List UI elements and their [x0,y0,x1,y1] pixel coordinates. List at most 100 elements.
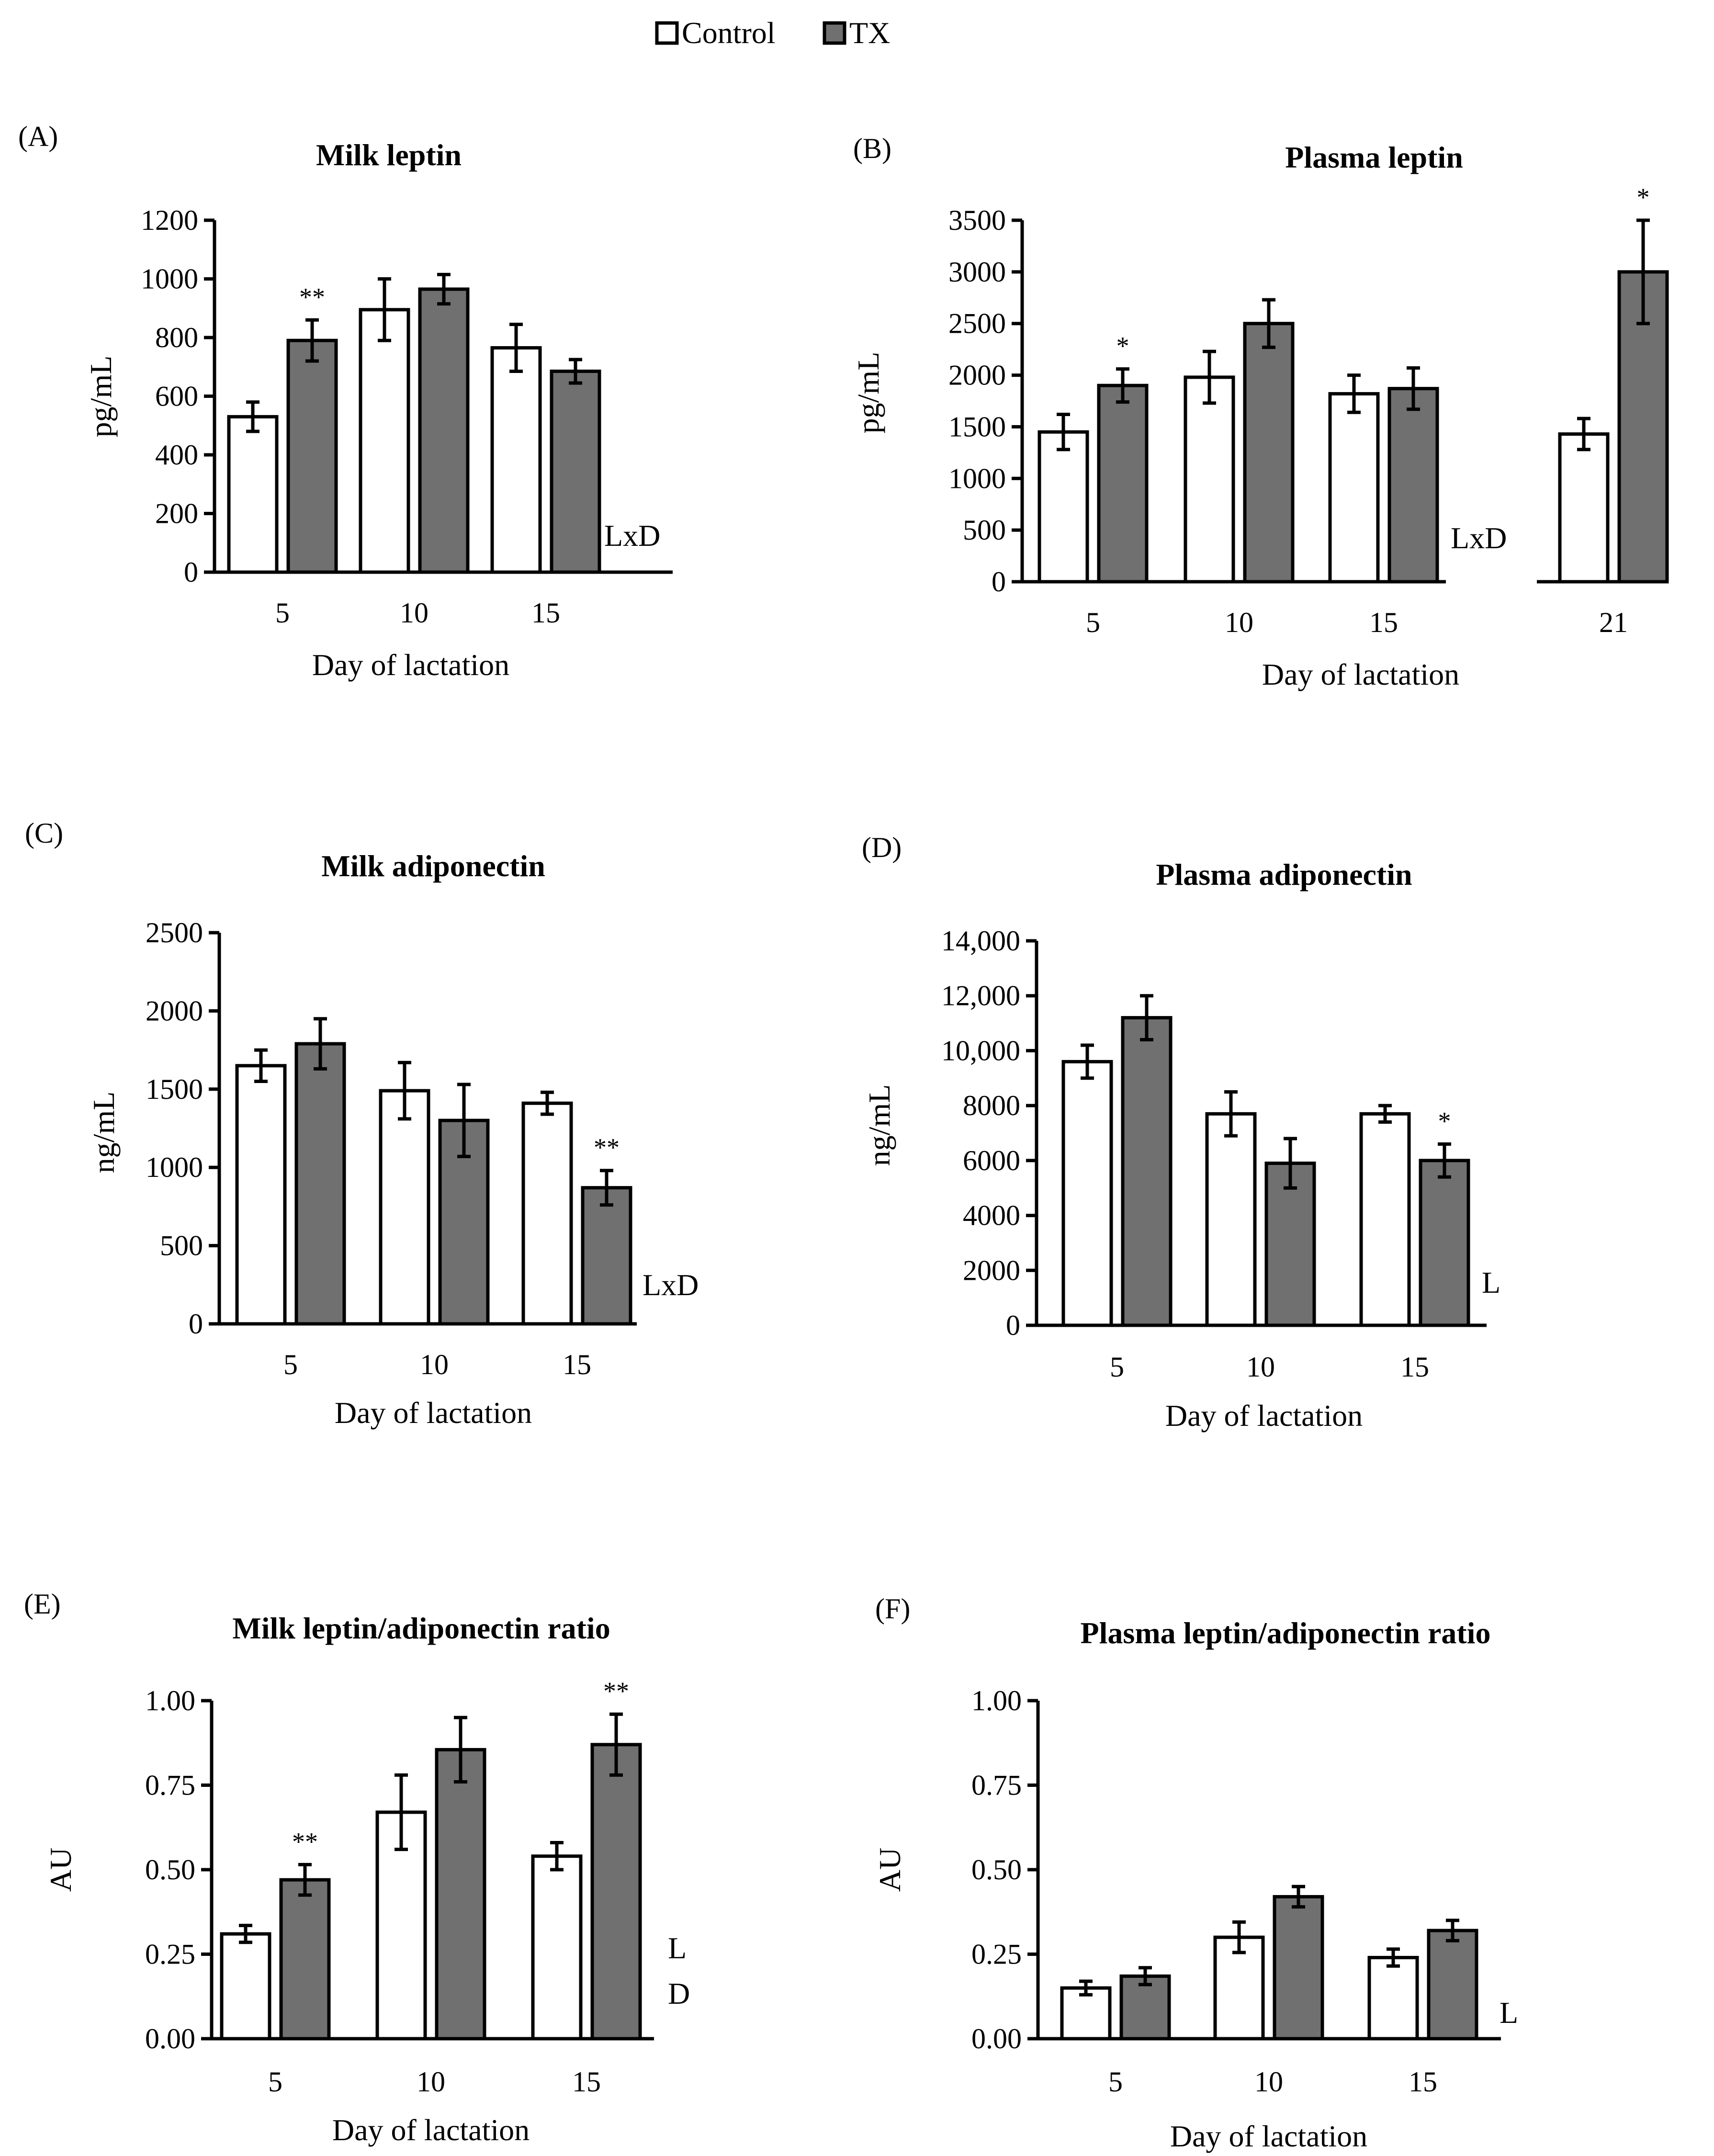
x-axis-label: Day of lactation [1262,657,1459,691]
bar-control [1213,1935,1265,2041]
bar-control [379,1089,430,1326]
chart-panel-A: (A) Milk leptin 0 200 400 600 800 1000 1200 pg/mL… [18,121,673,682]
x-axis-label: Day of lactation [335,1396,532,1430]
y-tick-label: 1200 [141,204,198,236]
bar-control [220,1932,271,2041]
y-axis-label: AU [44,1848,78,1892]
y-axis-label: ng/mL [87,1092,121,1174]
x-axis-label: Day of lactation [1170,2119,1367,2153]
y-tick-label: 2000 [146,995,203,1027]
chart-title: Plasma leptin/adiponectin ratio [1081,1616,1491,1650]
bar-tx [1097,384,1149,584]
x-tick-label: 5 [268,2066,282,2098]
effect-label: L [1500,1996,1518,2030]
bar-control [1061,1060,1113,1327]
effect-label: D [668,1976,690,2010]
panel-label: (B) [853,133,891,164]
y-tick-label: 2500 [146,917,203,948]
y-tick-label: 0.75 [971,1770,1022,1801]
charts: (A)Milk leptin020040060080010001200pg/mL… [18,121,1669,2153]
y-tick-label: 200 [155,498,198,530]
y-tick-label: 0.50 [971,1854,1022,1885]
x-tick-label: 5 [1110,1351,1124,1383]
y-axis-label: AU [873,1848,907,1892]
bar-tx [1419,1159,1470,1327]
bar-control [1205,1112,1257,1327]
x-axis-label: Day of lactation [332,2113,530,2147]
x-axis-label: Day of lactation [1165,1399,1363,1433]
x-tick-label: 15 [531,597,560,629]
y-tick-label: 12,000 [941,980,1020,1012]
bar-tx [1427,1929,1478,2041]
x-tick-label: 5 [283,1349,298,1380]
chart-panel-E: (E) Milk leptin/adiponectin ratio 0.00 0.25… [24,1588,690,2147]
x-tick-label: 15 [1400,1351,1429,1383]
bar-tx [1264,1162,1316,1327]
panel-label: (C) [25,817,63,849]
bar-tx [581,1186,632,1326]
y-tick-label: 10,000 [941,1035,1020,1066]
y-tick-label: 4000 [963,1200,1020,1231]
y-tick-label: 1500 [146,1073,203,1105]
significance-marker: * [1116,332,1129,361]
y-tick-label: 1000 [948,463,1006,494]
panel-label: (A) [18,121,58,152]
significance-marker: * [1438,1106,1451,1135]
chart-panel-F: (F) Plasma leptin/adiponectin ratio 0.00 0.… [873,1593,1518,2153]
bar-control [1060,1986,1112,2041]
significance-marker: ** [603,1677,629,1705]
bar-control [1558,432,1610,584]
y-axis-label: pg/mL [84,356,118,438]
y-tick-label: 2000 [948,360,1006,391]
y-tick-label: 0 [1006,1309,1020,1341]
chart-title: Milk leptin [316,138,462,172]
effect-label: L [668,1931,687,1965]
bar-control [490,346,542,574]
significance-marker: ** [594,1133,620,1162]
effect-label: LxD [604,519,660,553]
y-tick-label: 500 [963,514,1006,546]
legend-label-control: Control [682,16,776,50]
bar-control [1037,430,1089,584]
chart-panel-D: (D) Plasma adiponectin 0 2000 4000 6000 8000 10… [862,832,1500,1433]
y-tick-label: 1000 [141,263,198,295]
y-tick-label: 3500 [948,204,1006,236]
y-tick-label: 14,000 [941,925,1020,957]
x-tick-label: 15 [563,1349,591,1380]
bar-tx [286,339,338,574]
effect-label: LxD [1451,521,1507,555]
y-tick-label: 1.00 [145,1685,195,1716]
x-tick-label: 15 [1369,607,1398,638]
panel-label: (E) [24,1588,61,1620]
bar-tx [590,1743,642,2041]
chart-panel-B: (B) Plasma leptin 0 500 1000 1500 2000 2500 3000… [851,133,1669,691]
x-tick-label: 5 [275,597,290,629]
legend-swatch-control [655,21,679,45]
chart-title: Plasma leptin [1285,140,1463,174]
bar-control [359,308,410,574]
bar-tx [294,1042,346,1326]
significance-marker: ** [292,1827,318,1856]
bar-control [1328,392,1380,584]
x-tick-label: 10 [400,597,428,629]
bar-control [1367,1956,1419,2041]
y-tick-label: 0.00 [145,2023,195,2054]
bar-tx [1387,387,1439,584]
chart-title: Plasma adiponectin [1156,858,1412,892]
panel-label: (F) [875,1593,910,1625]
y-tick-label: 0.50 [145,1854,195,1885]
legend-swatch-tx [823,21,846,45]
bar-control [235,1064,287,1326]
x-tick-label: 10 [417,2066,445,2098]
chart-title: Milk leptin/adiponectin ratio [232,1611,610,1645]
y-tick-label: 800 [155,322,198,353]
y-tick-label: 600 [155,381,198,412]
effect-label: L [1482,1265,1500,1299]
x-tick-label: 10 [1254,2066,1283,2098]
x-tick-label: 5 [1108,2066,1123,2098]
x-tick-label: 21 [1599,607,1628,638]
y-tick-label: 500 [160,1230,203,1262]
y-tick-label: 1.00 [971,1685,1022,1716]
x-tick-label: 10 [1246,1351,1275,1383]
y-tick-label: 0.25 [971,1939,1022,1970]
